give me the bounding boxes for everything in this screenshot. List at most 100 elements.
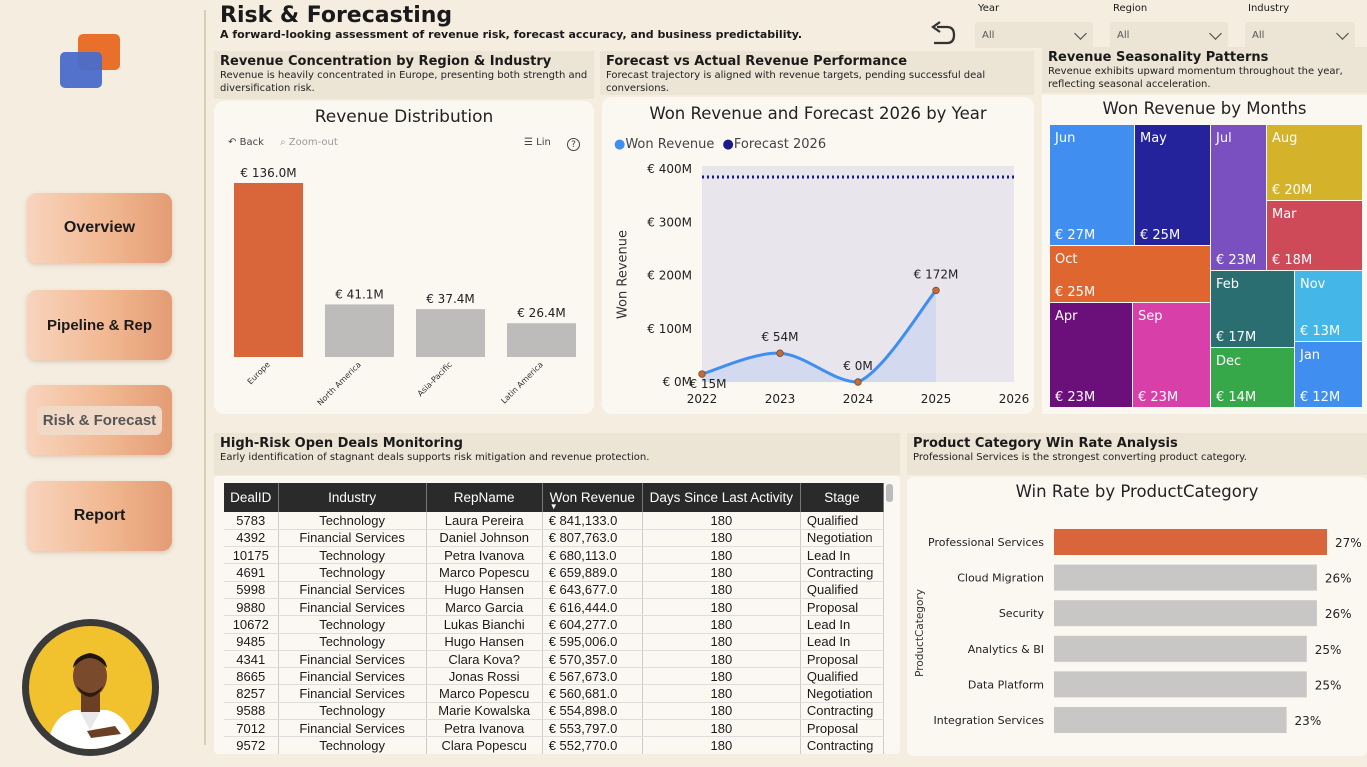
table-cell: Lead In	[800, 546, 885, 565]
column-header[interactable]: Days Since Last Activity	[642, 483, 801, 512]
month-value: € 23M	[1138, 390, 1179, 405]
chart-title: Win Rate by ProductCategory	[1015, 482, 1259, 501]
table-cell: Contracting	[800, 563, 885, 582]
table-cell: 180	[642, 667, 801, 686]
treemap-cell[interactable]: Sep € 23M	[1133, 303, 1210, 407]
data-label: € 15M	[689, 377, 726, 391]
table-cell: Proposal	[800, 598, 885, 617]
table-row[interactable]: 9485 Technology Hugo Hansen € 595,006.0 180 L…	[224, 633, 885, 651]
table-cell: € 554,898.0	[542, 702, 643, 721]
table-row[interactable]: 9588 Technology Marie Kowalska € 554,898.0 1…	[224, 702, 885, 721]
table-cell: € 560,681.0	[542, 684, 643, 703]
year-filter-dropdown[interactable]: All	[975, 22, 1093, 48]
table-cell: 180	[642, 615, 801, 634]
table-cell: Financial Services	[278, 650, 427, 669]
treemap-cell[interactable]: Nov € 13M	[1295, 271, 1362, 341]
table-cell: Financial Services	[278, 529, 427, 548]
treemap-cell[interactable]: Apr € 23M	[1050, 303, 1132, 407]
month-value: € 14M	[1216, 390, 1257, 405]
table-cell: € 553,797.0	[542, 719, 643, 738]
x-tick-label: 2022	[687, 392, 718, 406]
table-cell: 10175	[224, 546, 279, 565]
treemap-cell[interactable]: Oct € 25M	[1050, 246, 1210, 302]
table-row[interactable]: 9572 Technology Clara Popescu € 552,770.0 18…	[224, 736, 885, 754]
table-cell: 180	[642, 581, 801, 599]
table-cell: € 570,357.0	[542, 650, 643, 669]
table-cell: 9485	[224, 633, 279, 651]
table-row[interactable]: 5998 Financial Services Hugo Hansen € 643,6…	[224, 581, 885, 599]
treemap-cell[interactable]: Aug € 20M	[1267, 125, 1362, 200]
section-description: Professional Services is the strongest c…	[913, 452, 1247, 463]
win-rate-bar-chart: Professional Services 27% Cloud Migration 2…	[928, 529, 1362, 733]
avatar	[22, 619, 159, 756]
nav-pipeline-button[interactable]: Pipeline & Rep	[27, 290, 172, 360]
industry-filter-dropdown[interactable]: All	[1245, 22, 1355, 48]
table-row[interactable]: 9880 Financial Services Marco Garcia € 616,…	[224, 598, 885, 617]
table-row[interactable]: 8665 Financial Services Jonas Rossi € 567,6…	[224, 667, 885, 686]
category-tick-label: Europe	[246, 360, 272, 386]
month-value: € 12M	[1300, 390, 1341, 405]
sidebar-divider	[204, 10, 206, 745]
industry-filter-label: Industry	[1248, 3, 1290, 14]
table-cell: € 552,770.0	[542, 736, 643, 754]
category-tick-label: Latin America	[499, 360, 545, 406]
scale-toggle[interactable]: ☰ Lin	[524, 137, 551, 148]
nav-overview-button[interactable]: Overview	[27, 193, 172, 263]
table-row[interactable]: 5783 Technology Laura Pereira € 841,133.0 18…	[224, 512, 885, 530]
table-cell: € 680,113.0	[542, 546, 643, 565]
table-row[interactable]: 4392 Financial Services Daniel Johnson € 80…	[224, 529, 885, 548]
treemap-cell[interactable]: Dec € 14M	[1211, 348, 1294, 407]
nav-report-button[interactable]: Report	[27, 481, 172, 551]
legend-dot-won: ●	[614, 137, 626, 152]
table-cell: Financial Services	[278, 719, 427, 738]
forecast-section-header: Forecast vs Actual Revenue Performance F…	[600, 51, 1034, 95]
nav-risk-forecast-button[interactable]: Risk & Forecast	[27, 385, 172, 455]
table-row[interactable]: 10175 Technology Petra Ivanova € 680,113.0 1…	[224, 546, 885, 565]
win-rate-bar	[1054, 600, 1317, 627]
table-row[interactable]: 7012 Financial Services Petra Ivanova € 553…	[224, 719, 885, 738]
reset-icon[interactable]	[928, 19, 956, 49]
table-cell: Financial Services	[278, 684, 427, 703]
table-cell: Technology	[278, 512, 427, 530]
table-scrollbar[interactable]	[886, 484, 893, 502]
section-heading: Product Category Win Rate Analysis	[913, 436, 1178, 451]
column-header[interactable]: Industry	[278, 483, 427, 512]
bar	[416, 309, 485, 357]
table-cell: 180	[642, 563, 801, 582]
table-cell: Financial Services	[278, 667, 427, 686]
table-cell: Technology	[278, 546, 427, 565]
treemap-cell[interactable]: Jul € 23M	[1211, 125, 1266, 270]
region-filter-dropdown[interactable]: All	[1110, 22, 1228, 48]
page-subtitle: A forward-looking assessment of revenue …	[220, 28, 803, 41]
help-icon[interactable]: ?	[567, 138, 580, 151]
zoom-out-button[interactable]: ⌕ Zoom-out	[280, 137, 338, 148]
table-row[interactable]: 4691 Technology Marco Popescu € 659,889.0 18…	[224, 563, 885, 582]
table-cell: € 604,277.0	[542, 615, 643, 634]
table-row[interactable]: 10672 Technology Lukas Bianchi € 604,277.0 1…	[224, 615, 885, 634]
table-cell: Technology	[278, 702, 427, 721]
legend-forecast-label: Forecast 2026	[733, 137, 827, 152]
treemap-cell[interactable]: May € 25M	[1135, 125, 1210, 245]
table-cell: Financial Services	[278, 598, 427, 617]
category-tick-label: Asia-Pacific	[416, 360, 454, 398]
table-cell: 8665	[224, 667, 279, 686]
table-cell: € 595,006.0	[542, 633, 643, 651]
chevron-down-icon	[1209, 27, 1222, 40]
column-header[interactable]: Stage	[800, 483, 885, 512]
table-cell: Petra Ivanova	[426, 546, 543, 565]
column-header[interactable]: DealID	[224, 483, 279, 512]
category-section-header: Product Category Win Rate Analysis Profe…	[907, 433, 1367, 475]
treemap-cell[interactable]: Jun € 27M	[1050, 125, 1134, 245]
table-cell: Daniel Johnson	[426, 529, 543, 548]
table-row[interactable]: 4341 Financial Services Clara Kova? € 570,3…	[224, 650, 885, 669]
treemap-cell[interactable]: Feb € 17M	[1211, 271, 1294, 347]
column-header[interactable]: RepName	[426, 483, 543, 512]
category-label: Professional Services	[928, 536, 1044, 549]
table-row[interactable]: 8257 Financial Services Marco Popescu € 560…	[224, 684, 885, 703]
treemap-cell[interactable]: Jan € 12M	[1295, 342, 1362, 407]
treemap-cell[interactable]: Mar € 18M	[1267, 201, 1362, 270]
column-header[interactable]: Won Revenue ▼	[542, 483, 643, 512]
back-button[interactable]: ↶ Back	[228, 137, 264, 148]
data-label: € 0M	[843, 359, 872, 373]
revenue-bar-chart: € 136.0M Europe € 41.1M North America € 37.4…	[234, 166, 576, 407]
